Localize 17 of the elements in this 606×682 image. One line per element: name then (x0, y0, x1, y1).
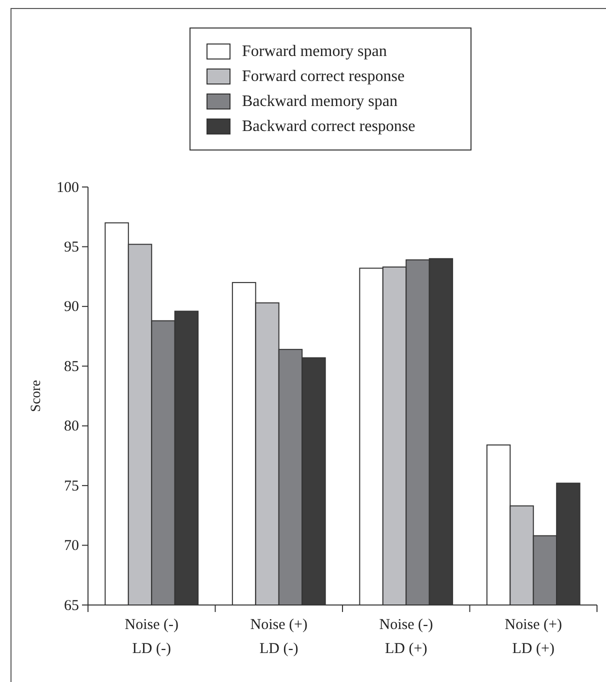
x-tick-label: Noise (-) LD (+) (379, 617, 433, 657)
legend-label: Forward memory span (242, 43, 387, 60)
x-tick-label: Noise (+) LD (-) (250, 617, 308, 657)
y-tick-label: 100 (56, 180, 79, 196)
x-tick-label: Noise (+) LD (+) (504, 617, 562, 657)
y-tick-label: 90 (64, 299, 79, 316)
y-tick-label: 65 (64, 598, 79, 614)
y-tick-label: 70 (64, 538, 79, 554)
y-tick-label: 95 (64, 240, 79, 256)
legend-label: Backward memory span (242, 93, 398, 110)
x-tick-label: Noise (-) LD (-) (124, 617, 178, 657)
y-axis-title: Score (29, 380, 44, 412)
y-tick-label: 80 (64, 418, 79, 435)
y-tick-label: 75 (64, 478, 79, 494)
y-tick-label: 85 (64, 358, 79, 375)
legend-label: Backward correct response (242, 118, 416, 135)
legend-label: Forward correct response (242, 68, 405, 85)
